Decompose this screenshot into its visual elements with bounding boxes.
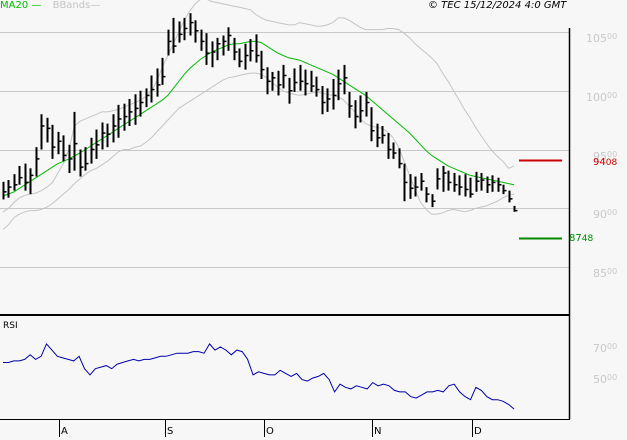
ma20-line: [2, 40, 515, 197]
bollinger-bands: [2, 0, 515, 230]
month-label: A: [61, 426, 68, 437]
rsi-axis-label: 7000: [593, 342, 618, 355]
rsi-line: [3, 342, 515, 410]
resistance-label: 9408: [593, 156, 618, 168]
rsi-title: RSI: [3, 321, 18, 331]
price-axis-label: 9000: [593, 208, 618, 222]
month-label: O: [266, 426, 274, 437]
chart-frame: [0, 28, 571, 420]
rsi-axis-label: 5000: [593, 373, 618, 386]
month-label: S: [167, 426, 174, 437]
support-resistance-levels: [519, 159, 562, 240]
month-label: N: [374, 426, 382, 437]
legend-ma20: MA20 —: [0, 0, 42, 11]
price-bars: [2, 13, 518, 212]
price-axis-label: 10500: [586, 32, 618, 45]
legend-bbands: BBands—: [52, 0, 101, 11]
copyright-timestamp: © TEC 15/12/2024 4:0 GMT: [428, 0, 567, 11]
month-ticks: [59, 420, 473, 437]
price-axis-label: 10000: [586, 90, 618, 104]
support-label: 8748: [569, 232, 594, 244]
month-label: D: [474, 426, 482, 437]
price-axis-label: 9500: [593, 149, 618, 163]
chart-legend: MA20 — BBands—: [0, 0, 100, 12]
price-axis-label: 8500: [593, 267, 618, 280]
